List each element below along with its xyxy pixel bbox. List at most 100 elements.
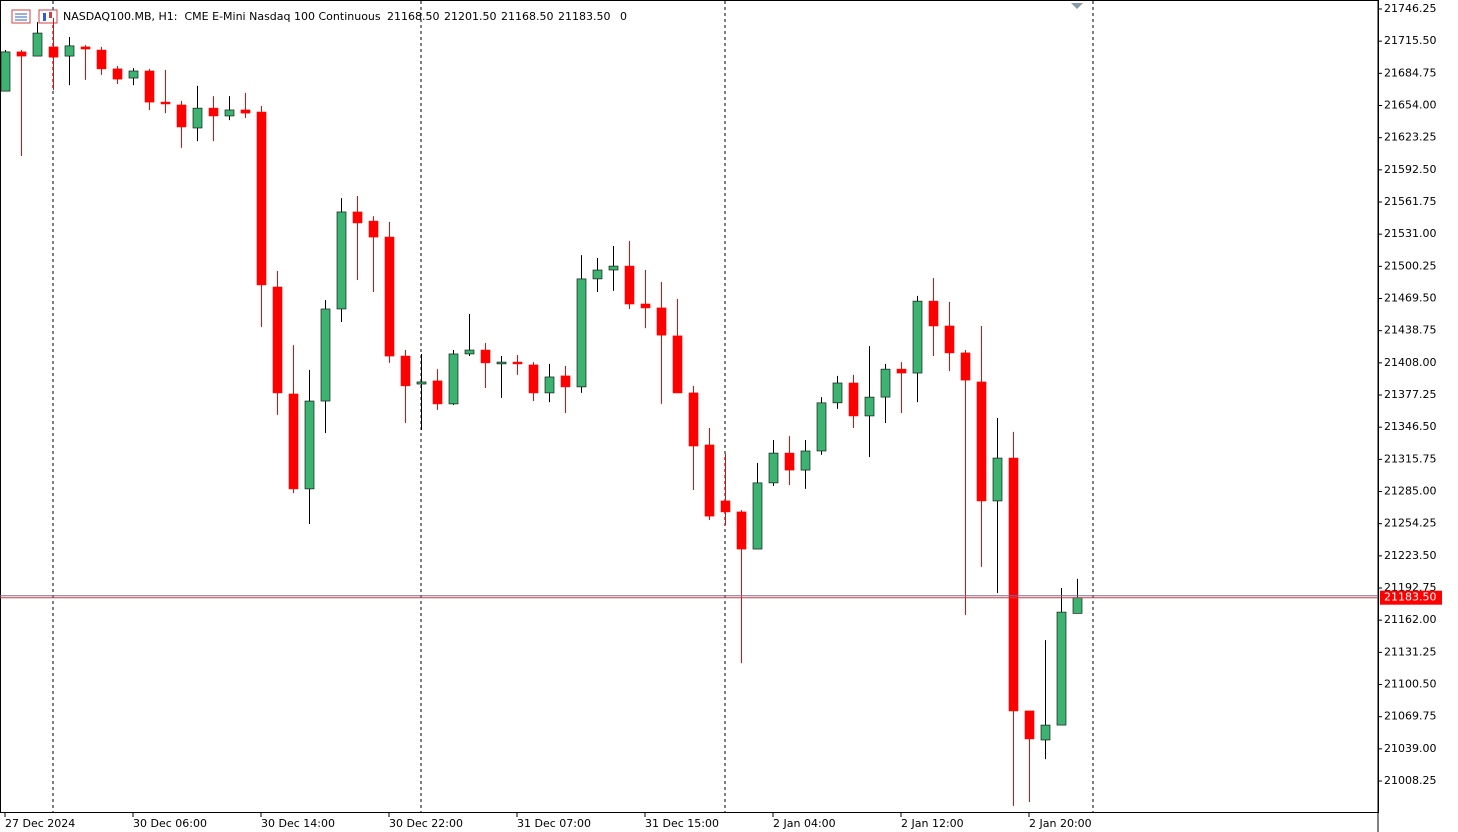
shift-marker <box>1071 3 1083 9</box>
candle-body <box>752 482 763 550</box>
y-tick-label: 21531.00 <box>1384 227 1437 240</box>
candle-body <box>368 220 379 238</box>
candle-body <box>320 308 331 402</box>
candle-body <box>768 452 779 484</box>
candle-body <box>352 211 363 224</box>
candle-body <box>528 364 539 394</box>
y-tick-label: 21561.75 <box>1384 195 1437 208</box>
candle-body <box>560 375 571 388</box>
y-tick-label: 21162.00 <box>1384 613 1437 626</box>
y-tick-label: 21100.50 <box>1384 678 1437 691</box>
candle-body <box>272 286 283 394</box>
candle-body <box>432 380 443 405</box>
candle-body <box>192 107 203 129</box>
candle-body <box>688 392 699 447</box>
y-tick-label: 21592.50 <box>1384 163 1437 176</box>
candle-body <box>224 109 235 117</box>
candle-body <box>288 393 299 490</box>
x-tick-label: 2 Jan 04:00 <box>773 817 836 830</box>
y-tick-label: 21223.50 <box>1384 549 1437 562</box>
candle-body <box>816 402 827 452</box>
icon-chart <box>38 9 58 24</box>
candle-body <box>0 51 11 92</box>
candle-body <box>640 303 651 309</box>
candle-body <box>160 101 171 105</box>
x-tick-label: 30 Dec 22:00 <box>389 817 463 830</box>
candle-body <box>896 368 907 374</box>
candle-body <box>400 355 411 387</box>
candle-body <box>384 236 395 357</box>
candle-body <box>576 278 587 388</box>
y-tick-label: 21654.00 <box>1384 99 1437 112</box>
chart-title: NASDAQ100.MB, H1: CME E-Mini Nasdaq 100 … <box>63 10 381 23</box>
last-price-label: 21183.50 <box>1384 591 1437 604</box>
candle-body <box>16 51 27 57</box>
candle-body <box>96 49 107 70</box>
candle-body <box>1072 597 1083 614</box>
y-tick-label: 21469.50 <box>1384 292 1437 305</box>
candle-body <box>800 450 811 471</box>
candle-body <box>720 500 731 513</box>
candle-body <box>304 400 315 490</box>
candle-body <box>1024 710 1035 740</box>
x-tick-label: 31 Dec 07:00 <box>517 817 591 830</box>
y-tick-label: 21346.50 <box>1384 420 1437 433</box>
y-tick-label: 21684.75 <box>1384 66 1437 79</box>
candle-body <box>864 396 875 417</box>
x-tick-label: 27 Dec 2024 <box>5 817 75 830</box>
y-tick-label: 21008.25 <box>1384 774 1437 787</box>
y-tick-label: 21039.00 <box>1384 742 1437 755</box>
candle-body <box>704 444 715 517</box>
y-tick-label: 21623.25 <box>1384 131 1437 144</box>
candle-body <box>496 361 507 365</box>
y-tick-label: 21254.25 <box>1384 517 1437 530</box>
candle-body <box>448 353 459 405</box>
header-ohlc: 21168.50 <box>501 10 554 23</box>
candle-body <box>240 109 251 114</box>
candle-body <box>944 325 955 354</box>
candle-body <box>848 382 859 417</box>
y-tick-label: 21438.75 <box>1384 324 1437 337</box>
candle-body <box>1008 457 1019 712</box>
candle-body <box>208 107 219 117</box>
candle-body <box>608 265 619 271</box>
candle-body <box>1040 724 1051 741</box>
candle-body <box>976 381 987 502</box>
header-ohlc: 21201.50 <box>444 10 497 23</box>
y-tick-label: 21285.00 <box>1384 485 1437 498</box>
candle-body <box>64 45 75 57</box>
candle-body <box>592 269 603 280</box>
candle-body <box>416 381 427 385</box>
header-icons <box>11 9 58 24</box>
candle-body <box>512 361 523 365</box>
last-price-box <box>1380 590 1442 605</box>
candle-body <box>880 368 891 398</box>
candle-body <box>112 68 123 80</box>
candle-body <box>784 452 795 471</box>
candle-body <box>928 300 939 327</box>
x-tick-label: 30 Dec 14:00 <box>261 817 335 830</box>
candle-body <box>832 382 843 404</box>
candle-body <box>144 70 155 103</box>
y-tick-label: 21408.00 <box>1384 356 1437 369</box>
candle-body <box>336 211 347 310</box>
candle-body <box>544 376 555 394</box>
candle-body <box>256 111 267 286</box>
header-ohlc: 21168.50 <box>387 10 440 23</box>
candle-body <box>672 335 683 394</box>
candle-body <box>736 511 747 550</box>
candle-body <box>80 46 91 50</box>
y-tick-label: 21377.25 <box>1384 388 1437 401</box>
candle-body <box>912 300 923 374</box>
y-tick-label: 21715.50 <box>1384 34 1437 47</box>
candle-body <box>1056 611 1067 726</box>
candle-body <box>960 352 971 381</box>
candle-body <box>464 349 475 355</box>
x-tick-label: 30 Dec 06:00 <box>133 817 207 830</box>
y-tick-label: 21315.75 <box>1384 452 1437 465</box>
icon-bar <box>43 13 46 21</box>
candle-body <box>176 104 187 128</box>
